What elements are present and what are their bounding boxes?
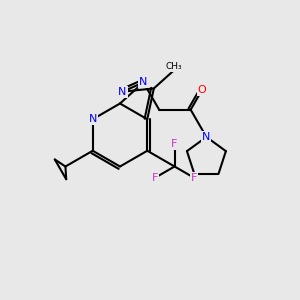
Text: N: N [139,77,148,87]
Text: N: N [118,87,127,97]
Text: N: N [88,114,97,124]
Text: F: F [191,173,197,183]
Text: F: F [152,173,158,183]
Text: F: F [171,139,178,149]
Text: O: O [197,85,206,95]
Text: N: N [202,132,211,142]
Text: CH₃: CH₃ [166,62,183,71]
Text: N: N [202,132,211,142]
